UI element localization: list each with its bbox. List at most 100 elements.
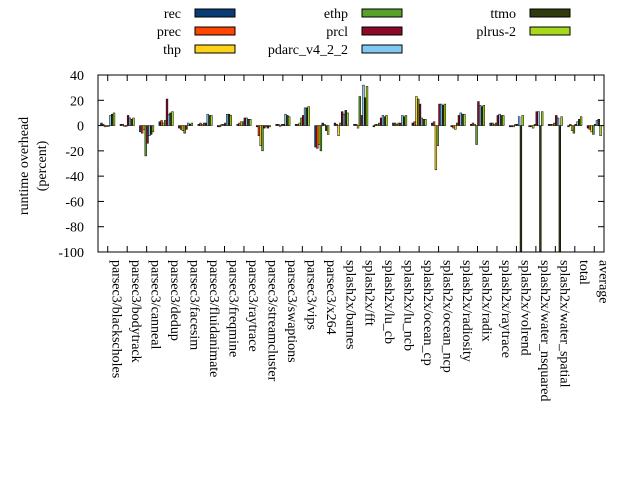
- bar-rec: [217, 125, 220, 128]
- bar-ttmo: [500, 115, 503, 126]
- bar-prcl: [243, 117, 247, 126]
- bar-ttmo: [344, 110, 347, 126]
- bar-prcl: [477, 101, 480, 126]
- bar-prcl: [438, 103, 441, 126]
- bar-prcl: [263, 125, 266, 129]
- bar-plrus-2: [443, 103, 447, 126]
- bar-rec: [353, 124, 356, 126]
- bar-pdarc-v4-2-2: [167, 113, 170, 126]
- legend-label: ttmo: [490, 7, 516, 22]
- bar-ttmo: [111, 113, 114, 126]
- bar-thp: [201, 124, 204, 126]
- bar-thp: [493, 124, 496, 126]
- bar-ttmo: [422, 119, 425, 126]
- x-tick-label: parsec3/fluidanimate: [206, 260, 221, 377]
- x-tick-label: parsec3/bodytrack: [128, 260, 143, 363]
- bar-prec: [452, 125, 455, 129]
- x-tick-label: parsec3/blackscholes: [109, 260, 124, 378]
- bar-prcl: [516, 124, 519, 126]
- bar-thp: [298, 122, 301, 126]
- bar-ttmo: [150, 125, 153, 135]
- bar-rec: [236, 124, 239, 126]
- bar-prec: [316, 125, 319, 149]
- x-tick-label: parsec3/streamcluster: [264, 260, 279, 382]
- x-tick-label: total: [576, 260, 591, 285]
- bar-ethp: [592, 125, 595, 135]
- x-tick-label: splash2x/radiosity: [459, 260, 474, 362]
- bar-prec: [335, 124, 338, 126]
- bar-pdarc-v4-2-2: [342, 113, 346, 126]
- bar-prcl: [399, 122, 402, 126]
- bar-plrus-2: [346, 112, 349, 126]
- bar-pdarc-v4-2-2: [537, 111, 540, 126]
- bar-thp: [454, 125, 457, 130]
- bar-ethp: [202, 122, 206, 126]
- bar-ethp: [475, 125, 478, 145]
- bar-ttmo: [383, 116, 386, 126]
- bar-plrus-2: [151, 125, 155, 133]
- bar-prcl: [321, 122, 324, 126]
- bar-thp: [142, 125, 146, 130]
- bar-pdarc-v4-2-2: [381, 115, 385, 126]
- bar-prec: [549, 124, 552, 126]
- bar-prec: [569, 124, 572, 126]
- bar-ethp: [300, 117, 303, 126]
- bar-ethp: [533, 124, 537, 126]
- bar-pdarc-v4-2-2: [245, 117, 248, 126]
- bar-ttmo: [227, 113, 231, 126]
- x-tick-label: parsec3/freqmine: [226, 260, 241, 357]
- bar-prec: [257, 125, 261, 136]
- bar-prcl: [341, 111, 344, 126]
- bar-rec: [450, 125, 453, 128]
- bar-thp: [220, 124, 223, 126]
- bar-prec: [471, 122, 475, 126]
- bar-pdarc-v4-2-2: [517, 116, 521, 126]
- bar-prcl: [594, 124, 597, 126]
- legend-label: ethp: [324, 7, 348, 22]
- bar-rec: [100, 122, 103, 126]
- bar-ethp: [494, 122, 498, 126]
- y-axis-ticks: -100 -80 -60 -40 -20 0 20 40: [58, 69, 604, 261]
- x-tick-label: splash2x/lu_ncb: [401, 260, 416, 351]
- legend-label: prec: [157, 25, 181, 40]
- legend-label: thp: [163, 43, 181, 58]
- bar-prcl: [418, 103, 422, 126]
- bar-plrus-2: [482, 105, 485, 126]
- bar-prec: [179, 125, 183, 130]
- bar-plrus-2: [307, 106, 310, 126]
- legend: rec prec thp ethp prcl pdarc_v4_2_2 ttmo plrus-…: [157, 7, 571, 58]
- bar-ttmo: [169, 112, 172, 126]
- bar-ttmo: [286, 115, 289, 126]
- bar-rec: [431, 122, 434, 126]
- bar-thp: [512, 125, 515, 128]
- x-tick-label: parsec3/facesim: [187, 260, 202, 350]
- bar-rec: [547, 124, 551, 126]
- bar-ttmo: [403, 116, 406, 126]
- bar-plrus-2: [249, 119, 252, 126]
- bar-rec: [489, 122, 492, 126]
- bar-ttmo: [305, 107, 308, 126]
- x-tick-label: splash2x/radix: [479, 260, 494, 342]
- bar-prcl: [107, 125, 110, 127]
- bar-prec: [121, 124, 124, 126]
- bar-rec: [508, 125, 512, 128]
- bar-ethp: [261, 125, 264, 152]
- bar-ethp: [417, 98, 420, 126]
- bar-thp: [356, 125, 360, 129]
- bar-pdarc-v4-2-2: [128, 117, 132, 126]
- bar-thp: [103, 125, 107, 128]
- bar-plrus-2: [210, 115, 213, 126]
- bar-rec: [119, 124, 123, 126]
- x-tick-label: parsec3/raytrace: [245, 260, 260, 352]
- bar-prcl: [185, 125, 188, 130]
- bar-thp: [570, 125, 574, 131]
- bars: [100, 84, 602, 253]
- y-tick-label: -80: [65, 221, 84, 236]
- y-tick-label: -20: [65, 145, 84, 160]
- bar-pdarc-v4-2-2: [303, 107, 307, 126]
- x-tick-label: average: [595, 260, 610, 304]
- bar-rec: [255, 125, 259, 128]
- bar-thp: [181, 125, 185, 131]
- bar-plrus-2: [268, 125, 271, 128]
